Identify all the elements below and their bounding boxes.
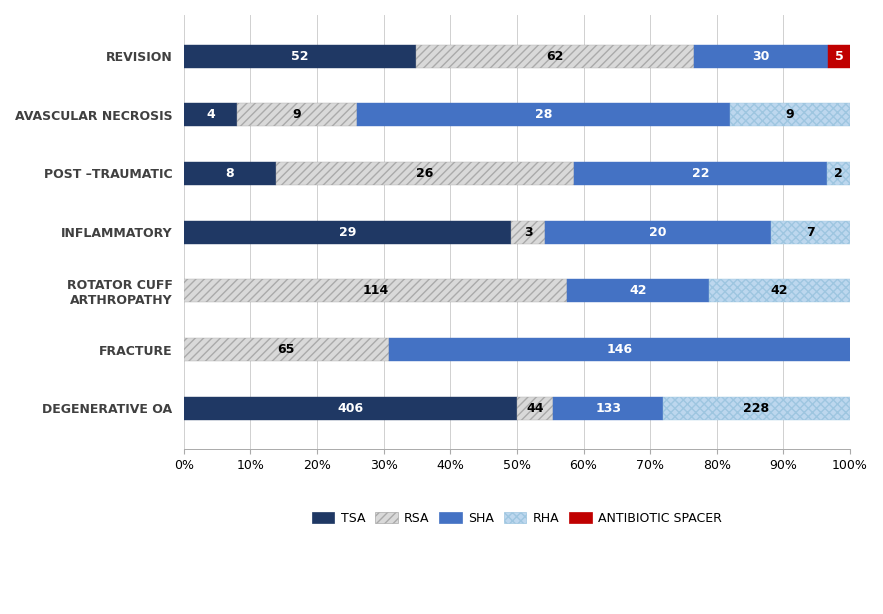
Text: 9: 9 bbox=[786, 108, 795, 122]
Bar bbox=[184, 338, 389, 361]
Text: 42: 42 bbox=[630, 284, 647, 297]
Bar bbox=[827, 162, 850, 185]
Text: 5: 5 bbox=[834, 50, 843, 63]
Bar bbox=[357, 103, 730, 126]
Text: 30: 30 bbox=[752, 50, 769, 63]
Bar bbox=[517, 397, 554, 420]
Text: 9: 9 bbox=[292, 108, 301, 122]
Bar bbox=[184, 45, 416, 68]
Text: 20: 20 bbox=[649, 226, 667, 239]
Legend: TSA, RSA, SHA, RHA, ANTIBIOTIC SPACER: TSA, RSA, SHA, RHA, ANTIBIOTIC SPACER bbox=[306, 507, 727, 530]
Text: 29: 29 bbox=[339, 226, 356, 239]
Bar bbox=[184, 162, 275, 185]
Text: 65: 65 bbox=[277, 343, 295, 356]
Bar bbox=[511, 220, 545, 244]
Bar bbox=[275, 162, 574, 185]
Bar bbox=[568, 279, 709, 302]
Text: 228: 228 bbox=[743, 402, 769, 414]
Bar bbox=[545, 220, 771, 244]
Bar bbox=[730, 103, 850, 126]
Text: 406: 406 bbox=[337, 402, 364, 414]
Text: 146: 146 bbox=[607, 343, 632, 356]
Text: 8: 8 bbox=[225, 167, 234, 180]
Text: 7: 7 bbox=[806, 226, 815, 239]
Text: 44: 44 bbox=[526, 402, 544, 414]
Bar bbox=[709, 279, 850, 302]
Bar bbox=[827, 45, 850, 68]
Text: 133: 133 bbox=[595, 402, 621, 414]
Bar bbox=[693, 45, 827, 68]
Text: 52: 52 bbox=[291, 50, 309, 63]
Text: 3: 3 bbox=[524, 226, 532, 239]
Bar bbox=[184, 279, 568, 302]
Text: 42: 42 bbox=[771, 284, 789, 297]
Text: 22: 22 bbox=[692, 167, 709, 180]
Text: 2: 2 bbox=[834, 167, 843, 180]
Bar bbox=[184, 220, 511, 244]
Text: 62: 62 bbox=[547, 50, 563, 63]
Bar bbox=[554, 397, 663, 420]
Bar bbox=[771, 220, 850, 244]
Text: 4: 4 bbox=[206, 108, 215, 122]
Text: 114: 114 bbox=[362, 284, 389, 297]
Bar bbox=[389, 338, 850, 361]
Bar bbox=[663, 397, 850, 420]
Text: 28: 28 bbox=[535, 108, 552, 122]
Bar bbox=[416, 45, 693, 68]
Text: 26: 26 bbox=[416, 167, 434, 180]
Bar bbox=[184, 103, 237, 126]
Bar bbox=[574, 162, 827, 185]
Bar bbox=[184, 397, 517, 420]
Bar bbox=[237, 103, 357, 126]
